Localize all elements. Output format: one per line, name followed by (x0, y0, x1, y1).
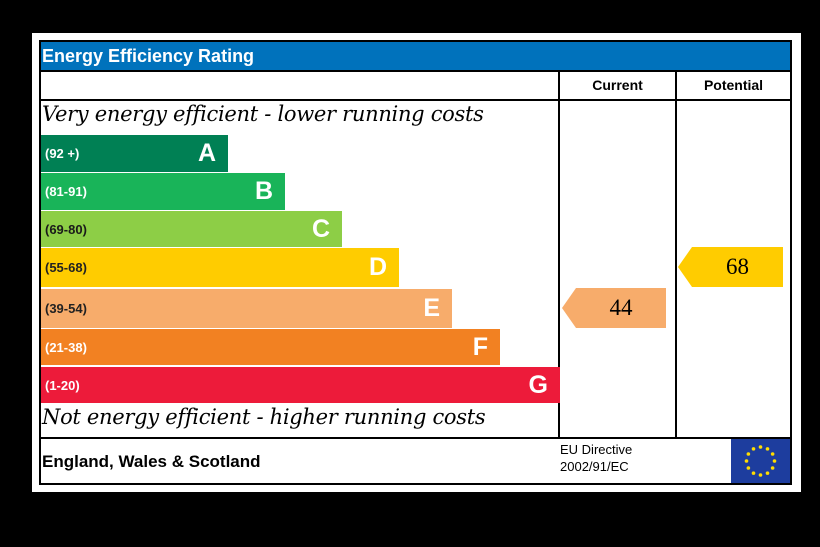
band-F: (21-38) F (41, 329, 500, 365)
potential-rating-value: 68 (726, 254, 749, 279)
band-B: (81-91) B (41, 173, 285, 210)
directive-number: 2002/91/EC (560, 459, 629, 474)
star-icon (758, 473, 763, 477)
band-letter: C (311, 214, 330, 243)
current-rating-arrow: 44 (562, 288, 666, 328)
band-D: (55-68) D (41, 248, 399, 287)
band-letter: G (528, 370, 548, 399)
directive-label: EU Directive (560, 442, 633, 457)
star-icon (751, 471, 756, 475)
divider (41, 437, 790, 439)
current-rating-value: 44 (609, 295, 633, 320)
energy-rating-chart: Energy Efficiency Rating Current Potenti… (39, 40, 792, 485)
bottom-note: Not energy efficient - higher running co… (42, 405, 486, 429)
potential-column-header: Potential (703, 77, 764, 93)
band-C: (69-80) C (41, 211, 342, 247)
band-letter: A (197, 139, 216, 167)
star-icon (744, 459, 749, 463)
band-E: (39-54) E (41, 289, 452, 328)
star-icon (765, 447, 770, 451)
eu-flag-icon (731, 439, 790, 483)
star-icon (770, 452, 775, 456)
band-letter: D (368, 253, 387, 281)
star-icon (765, 471, 770, 475)
band-range: (21-38) (45, 339, 87, 355)
chart-title: Energy Efficiency Rating (41, 42, 790, 70)
current-column-header: Current (592, 77, 643, 93)
divider (41, 99, 790, 101)
star-icon (772, 459, 777, 463)
band-A: (92 +) A (41, 135, 228, 172)
band-letter: B (254, 177, 273, 205)
potential-rating-arrow: 68 (678, 247, 783, 287)
star-icon (746, 452, 751, 456)
band-range: (69-80) (45, 221, 87, 237)
divider (558, 70, 560, 439)
divider (675, 70, 677, 439)
region-label: England, Wales & Scotland (42, 452, 261, 471)
band-G: (1-20) G (41, 367, 560, 403)
star-icon (746, 466, 751, 470)
band-range: (39-54) (45, 301, 87, 316)
band-range: (1-20) (45, 377, 80, 393)
divider (41, 70, 790, 72)
star-icon (751, 447, 756, 451)
band-range: (55-68) (45, 260, 87, 275)
band-range: (92 +) (45, 146, 80, 161)
star-icon (758, 445, 763, 449)
band-range: (81-91) (45, 184, 87, 199)
band-letter: E (423, 294, 440, 322)
band-letter: F (472, 332, 488, 361)
top-note: Very energy efficient - lower running co… (42, 102, 484, 126)
star-icon (770, 466, 775, 470)
